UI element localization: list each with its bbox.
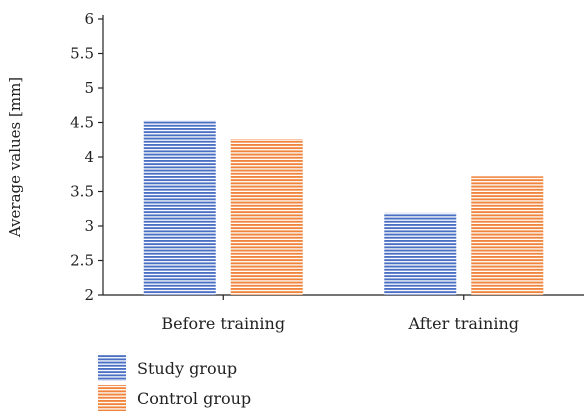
y-axis: 2 2.5 3 3.5 4 4.5 5 5.5 6 [70,10,104,304]
y-tick-label: 5 [84,79,94,97]
x-tick-label: Before training [161,314,285,333]
bar-study-1 [384,212,457,295]
category-labels: Before training After training [161,314,519,333]
legend-label: Control group [137,389,251,408]
bar-control-1 [471,176,544,295]
legend-swatch [98,355,126,381]
legend-label: Study group [137,359,237,378]
x-tick-label: After training [407,314,519,333]
y-tick-label: 3.5 [70,183,94,201]
bars [143,120,544,296]
y-tick-label: 2 [84,286,94,304]
y-tick-label: 2.5 [70,252,94,270]
y-axis-title: Average values [mm] [6,77,24,238]
bar-control-0 [230,139,303,295]
y-tick-label: 3 [84,217,94,235]
y-tick-label: 4 [84,148,94,166]
legend: Study group Control group [98,355,251,411]
y-tick-label: 6 [84,10,94,28]
legend-swatch [98,385,126,411]
bar-study-0 [143,120,216,296]
x-axis [103,294,584,300]
y-tick-label: 5.5 [70,45,94,63]
y-tick-label: 4.5 [70,114,94,132]
